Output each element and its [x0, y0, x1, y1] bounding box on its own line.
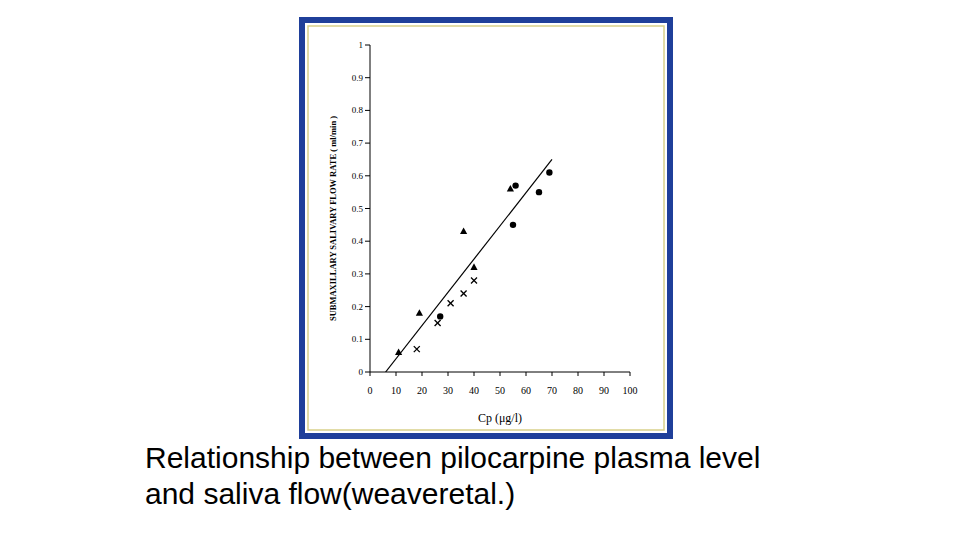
plot-area	[386, 159, 553, 372]
circle-point	[546, 169, 552, 175]
x-stroke	[461, 291, 467, 297]
x-stroke	[414, 346, 420, 352]
x-tick	[526, 372, 527, 376]
circle-point	[512, 182, 518, 188]
x-point	[414, 346, 420, 352]
x-stroke	[435, 320, 441, 326]
x-tick-label: 10	[391, 385, 401, 396]
y-tick-label: 0.2	[352, 302, 363, 312]
x-tick-label: 70	[547, 385, 557, 396]
y-tick	[365, 273, 370, 274]
x-tick-label: 30	[443, 385, 453, 396]
x-point	[471, 277, 477, 283]
x-point	[448, 300, 454, 306]
x-tick	[448, 372, 449, 376]
x-tick	[370, 372, 371, 376]
y-axis-label: SUBMAXILLARY SALIVARY FLOW RATE ( ml/min…	[328, 116, 338, 321]
y-tick-label: 0.4	[352, 236, 364, 246]
y-tick	[365, 306, 370, 307]
y-tick	[365, 339, 370, 340]
circle-point	[536, 189, 542, 195]
y-tick-label: 0.7	[352, 138, 364, 148]
triangle-point	[460, 227, 467, 234]
x-point	[461, 291, 467, 297]
y-tick-label: 0.3	[352, 269, 364, 279]
x-tick-label: 80	[573, 385, 583, 396]
y-tick-label: 1	[359, 40, 364, 50]
y-tick-label: 0.5	[352, 204, 364, 214]
x-stroke	[461, 291, 467, 297]
y-tick	[365, 143, 370, 144]
y-tick	[365, 208, 370, 209]
circle-point	[437, 313, 443, 319]
x-tick	[396, 372, 397, 376]
x-tick	[604, 372, 605, 376]
x-point	[435, 320, 441, 326]
y-tick-label: 0.1	[352, 334, 363, 344]
triangle-point	[416, 309, 423, 316]
x-stroke	[435, 320, 441, 326]
y-tick-label: 0	[359, 367, 364, 377]
x-tick-label: 100	[623, 385, 638, 396]
x-tick	[500, 372, 501, 376]
x-tick	[474, 372, 475, 376]
fit-line	[386, 159, 552, 372]
x-stroke	[448, 300, 454, 306]
x-tick-label: 90	[599, 385, 609, 396]
y-tick	[365, 45, 370, 46]
triangle-point	[470, 263, 477, 270]
x-stroke	[471, 277, 477, 283]
x-tick	[578, 372, 579, 376]
x-tick-label: 0	[368, 385, 373, 396]
x-axis-label: Cp (μg/l)	[478, 411, 522, 425]
inner-frame	[308, 26, 664, 430]
x-tick-label: 40	[469, 385, 479, 396]
circle-point	[510, 222, 516, 228]
y-tick	[365, 241, 370, 242]
x-tick-label: 20	[417, 385, 427, 396]
y-tick-label: 0.6	[352, 171, 364, 181]
x-tick-label: 60	[521, 385, 531, 396]
y-tick	[365, 175, 370, 176]
y-tick-label: 0.9	[352, 73, 364, 83]
x-tick	[630, 372, 631, 376]
x-tick	[552, 372, 553, 376]
x-stroke	[414, 346, 420, 352]
x-tick	[422, 372, 423, 376]
x-stroke	[471, 277, 477, 283]
y-tick	[365, 372, 370, 373]
x-tick-label: 50	[495, 385, 505, 396]
x-stroke	[448, 300, 454, 306]
y-tick	[365, 110, 370, 111]
y-tick-label: 0.8	[352, 105, 364, 115]
caption: Relationship between pilocarpine plasma …	[145, 440, 805, 512]
y-tick	[365, 77, 370, 78]
stage: 00.10.20.30.40.50.60.70.80.9101020304050…	[0, 0, 960, 540]
frame	[302, 20, 670, 436]
